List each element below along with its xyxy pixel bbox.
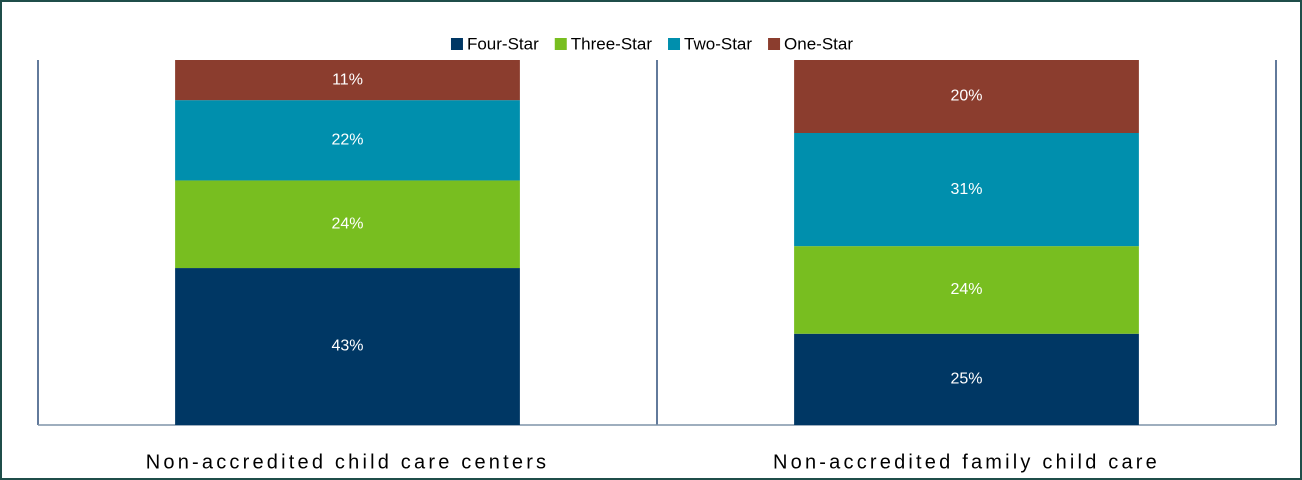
legend-swatch	[668, 38, 681, 50]
legend-swatch	[450, 38, 463, 50]
bar-segment	[175, 180, 520, 269]
value-label: 11%	[332, 71, 363, 88]
value-label: 25%	[950, 371, 982, 388]
legend-swatch	[768, 38, 781, 50]
bar-segment	[794, 133, 1139, 247]
value-label: 24%	[950, 281, 982, 298]
legend-label: Three-Star	[571, 34, 653, 53]
bar-segment	[794, 60, 1139, 133]
value-label: 43%	[331, 338, 363, 355]
value-label: 31%	[950, 181, 982, 198]
legend-label: Four-Star	[467, 34, 539, 53]
legend-label: Two-Star	[684, 34, 752, 53]
legend-swatch	[554, 38, 567, 50]
bar-segment	[794, 246, 1139, 334]
legend-label: One-Star	[784, 34, 853, 53]
value-label: 22%	[331, 132, 363, 149]
bar-segment	[175, 60, 520, 101]
value-label: 20%	[950, 88, 982, 105]
bar-segment	[175, 268, 520, 425]
bar-segment	[175, 100, 520, 181]
bar-segment	[794, 333, 1139, 425]
x-tick-label: Non-accredited family child care	[773, 451, 1160, 473]
x-tick-label: Non-accredited child care centers	[146, 451, 550, 473]
value-label: 24%	[331, 215, 363, 232]
